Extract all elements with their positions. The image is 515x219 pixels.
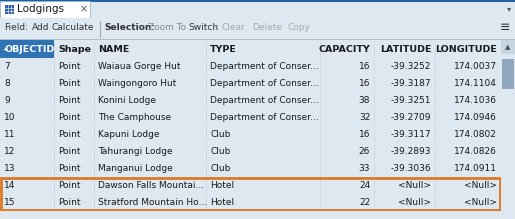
Text: Selection:: Selection: (104, 23, 155, 32)
Text: 7: 7 (4, 62, 10, 71)
Text: 174.0946: 174.0946 (454, 113, 497, 122)
Text: Hotel: Hotel (210, 181, 234, 190)
Text: 8: 8 (4, 79, 10, 88)
Text: Club: Club (210, 130, 231, 139)
Text: LONGITUDE: LONGITUDE (435, 44, 497, 53)
Text: Department of Conser...: Department of Conser... (210, 96, 319, 105)
Text: Kapuni Lodge: Kapuni Lodge (98, 130, 160, 139)
Text: Clear: Clear (222, 23, 246, 32)
Text: -39.3036: -39.3036 (391, 164, 432, 173)
Text: Department of Conser...: Department of Conser... (210, 62, 319, 71)
Bar (0, 1, 90, 18)
Bar (5, 5, 14, 14)
Text: 24: 24 (359, 181, 370, 190)
Text: 174.1036: 174.1036 (454, 96, 497, 105)
Text: ×: × (80, 4, 88, 14)
Text: 13: 13 (4, 164, 15, 173)
Text: Field:: Field: (4, 23, 28, 32)
Text: ▾: ▾ (507, 5, 511, 14)
Text: Point: Point (58, 164, 81, 173)
Bar (501, 40, 515, 54)
Text: OBJECTID: OBJECTID (5, 44, 55, 53)
Text: 16: 16 (359, 62, 370, 71)
Text: Calculate: Calculate (52, 23, 94, 32)
Text: Delete: Delete (252, 23, 282, 32)
Text: ◄: ◄ (3, 46, 7, 51)
Text: The Camphouse: The Camphouse (98, 113, 171, 122)
Text: -39.3251: -39.3251 (391, 96, 432, 105)
Text: Add: Add (32, 23, 49, 32)
Text: 11: 11 (4, 130, 15, 139)
Text: 38: 38 (359, 96, 370, 105)
Text: 22: 22 (359, 198, 370, 207)
Text: -39.3117: -39.3117 (391, 130, 432, 139)
Text: -39.3187: -39.3187 (391, 79, 432, 88)
Text: Point: Point (58, 147, 81, 156)
Text: Stratford Mountain Ho...: Stratford Mountain Ho... (98, 198, 208, 207)
Bar (0, 39, 515, 40)
Text: <Null>: <Null> (464, 198, 497, 207)
Text: Point: Point (58, 62, 81, 71)
Text: 9: 9 (4, 96, 10, 105)
Text: <Null>: <Null> (399, 198, 432, 207)
Text: Switch: Switch (188, 23, 218, 32)
Text: Lodgings: Lodgings (17, 4, 64, 14)
Text: -39.2893: -39.2893 (391, 147, 432, 156)
Text: TYPE: TYPE (210, 44, 237, 53)
Text: NAME: NAME (98, 44, 130, 53)
Text: Point: Point (58, 113, 81, 122)
Text: <Null>: <Null> (399, 181, 432, 190)
Text: 33: 33 (359, 164, 370, 173)
Text: <Null>: <Null> (464, 181, 497, 190)
Text: 174.1104: 174.1104 (454, 79, 497, 88)
Text: 16: 16 (359, 79, 370, 88)
Text: Point: Point (58, 96, 81, 105)
Text: -39.2709: -39.2709 (391, 113, 432, 122)
Text: Point: Point (58, 181, 81, 190)
Text: -39.3252: -39.3252 (391, 62, 432, 71)
Text: 15: 15 (4, 198, 15, 207)
Text: 174.0037: 174.0037 (454, 62, 497, 71)
Bar (0, 0, 515, 2)
Text: Point: Point (58, 198, 81, 207)
Text: Konini Lodge: Konini Lodge (98, 96, 157, 105)
Text: 26: 26 (359, 147, 370, 156)
Text: Shape: Shape (58, 44, 91, 53)
Text: 14: 14 (4, 181, 15, 190)
Text: 174.0826: 174.0826 (454, 147, 497, 156)
Bar (0, 40, 54, 58)
Text: Club: Club (210, 164, 231, 173)
Text: 16: 16 (359, 130, 370, 139)
Text: Point: Point (58, 79, 81, 88)
Text: LATITUDE: LATITUDE (380, 44, 432, 53)
Text: Waiaua Gorge Hut: Waiaua Gorge Hut (98, 62, 181, 71)
Text: ▲: ▲ (505, 44, 511, 50)
Text: Department of Conser...: Department of Conser... (210, 113, 319, 122)
Text: 10: 10 (4, 113, 15, 122)
Text: 12: 12 (4, 147, 15, 156)
Text: Club: Club (210, 147, 231, 156)
Text: 174.0911: 174.0911 (454, 164, 497, 173)
Text: 32: 32 (359, 113, 370, 122)
Text: Manganui Lodge: Manganui Lodge (98, 164, 173, 173)
Text: Hotel: Hotel (210, 198, 234, 207)
Text: Waingongoro Hut: Waingongoro Hut (98, 79, 177, 88)
Text: Tahurangi Lodge: Tahurangi Lodge (98, 147, 173, 156)
Text: 174.0802: 174.0802 (454, 130, 497, 139)
Text: ≡: ≡ (500, 21, 510, 35)
Text: Copy: Copy (288, 23, 311, 32)
Text: Department of Conser...: Department of Conser... (210, 79, 319, 88)
Text: Zoom To: Zoom To (148, 23, 186, 32)
Text: Point: Point (58, 130, 81, 139)
Text: CAPACITY: CAPACITY (318, 44, 370, 53)
Text: Dawson Falls Mountai...: Dawson Falls Mountai... (98, 181, 204, 190)
Bar (502, 59, 514, 89)
